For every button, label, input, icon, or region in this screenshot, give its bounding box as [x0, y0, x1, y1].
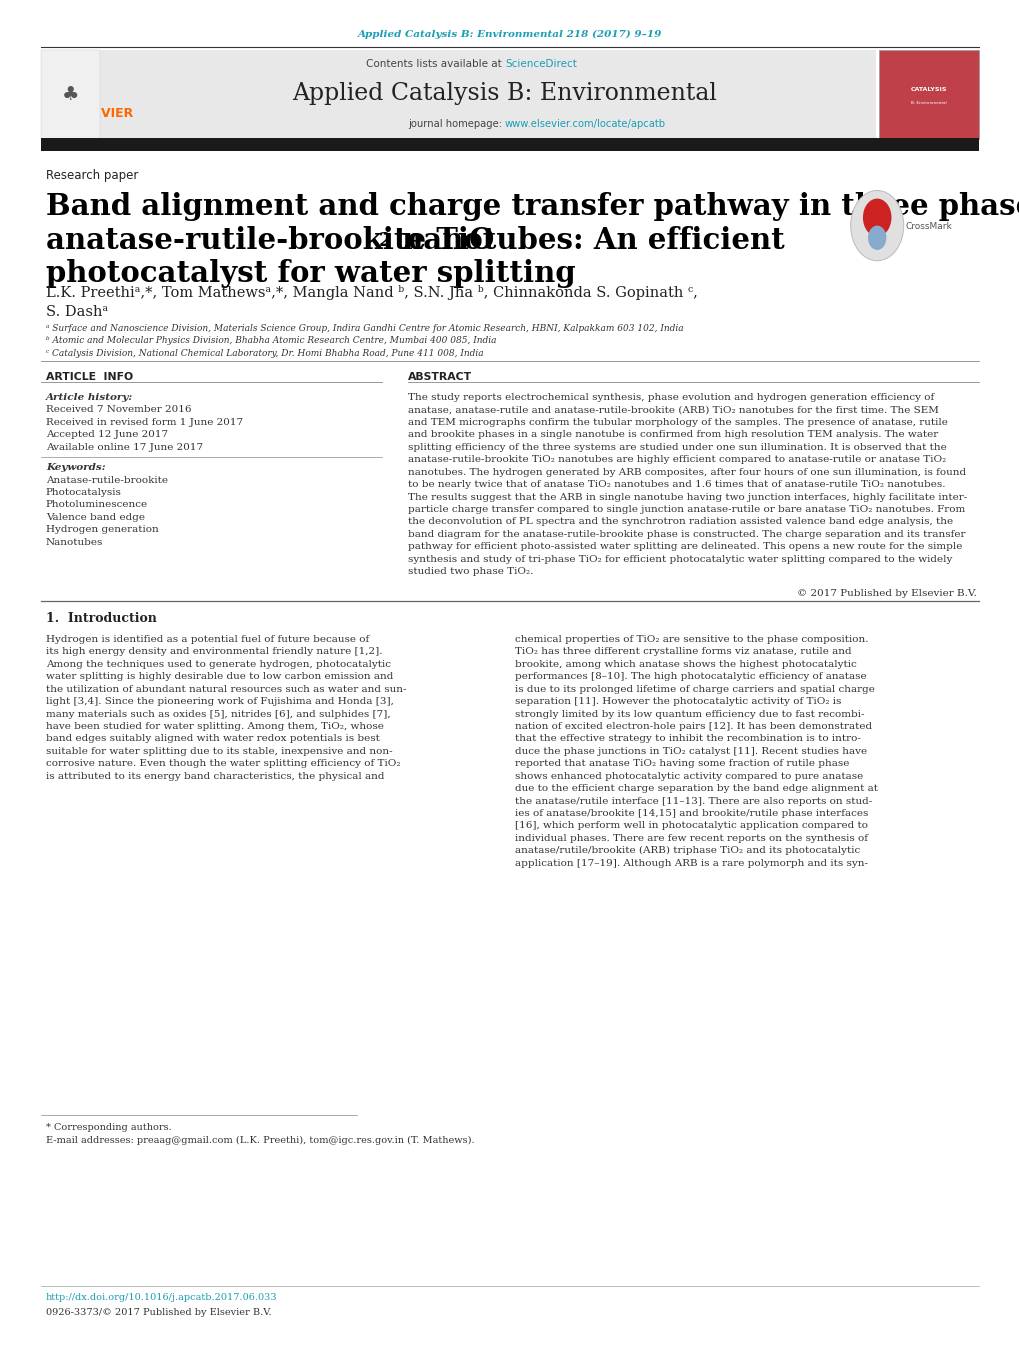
Text: to be nearly twice that of anatase TiO₂ nanotubes and 1.6 times that of anatase-: to be nearly twice that of anatase TiO₂ … [408, 480, 945, 489]
Text: anatase-rutile-brookite TiO₂ nanotubes are highly efficient compared to anatase-: anatase-rutile-brookite TiO₂ nanotubes a… [408, 455, 946, 465]
Text: [16], which perform well in photocatalytic application compared to: [16], which perform well in photocatalyt… [515, 821, 867, 831]
Text: Available online 17 June 2017: Available online 17 June 2017 [46, 443, 203, 451]
Text: ♣: ♣ [61, 85, 79, 104]
Text: Nanotubes: Nanotubes [46, 538, 103, 547]
Text: nanotubes. The hydrogen generated by ARB composites, after four hours of one sun: nanotubes. The hydrogen generated by ARB… [408, 467, 965, 477]
Text: and TEM micrographs confirm the tubular morphology of the samples. The presence : and TEM micrographs confirm the tubular … [408, 417, 947, 427]
Text: © 2017 Published by Elsevier B.V.: © 2017 Published by Elsevier B.V. [797, 589, 976, 598]
Text: TiO₂ has three different crystalline forms viz anatase, rutile and: TiO₂ has three different crystalline for… [515, 647, 851, 657]
Text: the utilization of abundant natural resources such as water and sun-: the utilization of abundant natural reso… [46, 685, 406, 693]
Text: E-mail addresses: preaag@gmail.com (L.K. Preethi), tom@igc.res.gov.in (T. Mathew: E-mail addresses: preaag@gmail.com (L.K.… [46, 1136, 474, 1146]
Text: strongly limited by its low quantum efficiency due to fast recombi-: strongly limited by its low quantum effi… [515, 709, 864, 719]
Text: splitting efficiency of the three systems are studied under one sun illumination: splitting efficiency of the three system… [408, 443, 946, 451]
Text: ᵃ Surface and Nanoscience Division, Materials Science Group, Indira Gandhi Centr: ᵃ Surface and Nanoscience Division, Mate… [46, 324, 683, 334]
Text: S. Dashᵃ: S. Dashᵃ [46, 305, 108, 319]
Text: CrossMark: CrossMark [905, 223, 952, 231]
Text: nation of excited electron-hole pairs [12]. It has been demonstrated: nation of excited electron-hole pairs [1… [515, 721, 871, 731]
Circle shape [850, 190, 903, 261]
Text: Accepted 12 June 2017: Accepted 12 June 2017 [46, 430, 168, 439]
Text: performances [8–10]. The high photocatalytic efficiency of anatase: performances [8–10]. The high photocatal… [515, 673, 866, 681]
FancyBboxPatch shape [63, 50, 875, 139]
Text: synthesis and study of tri-phase TiO₂ for efficient photocatalytic water splitti: synthesis and study of tri-phase TiO₂ fo… [408, 555, 952, 563]
Text: 2: 2 [378, 232, 390, 250]
Text: Among the techniques used to generate hydrogen, photocatalytic: Among the techniques used to generate hy… [46, 659, 390, 669]
Text: ies of anatase/brookite [14,15] and brookite/rutile phase interfaces: ies of anatase/brookite [14,15] and broo… [515, 809, 867, 817]
Text: 1.  Introduction: 1. Introduction [46, 612, 157, 626]
Text: journal homepage:: journal homepage: [408, 119, 504, 128]
FancyBboxPatch shape [41, 138, 978, 151]
Text: Received 7 November 2016: Received 7 November 2016 [46, 405, 192, 415]
Text: Research paper: Research paper [46, 169, 139, 182]
Text: individual phases. There are few recent reports on the synthesis of: individual phases. There are few recent … [515, 834, 867, 843]
Text: anatase, anatase-rutile and anatase-rutile-brookite (ARB) TiO₂ nanotubes for the: anatase, anatase-rutile and anatase-ruti… [408, 405, 937, 415]
Text: Hydrogen is identified as a potential fuel of future because of: Hydrogen is identified as a potential fu… [46, 635, 369, 644]
Text: Valence band edge: Valence band edge [46, 513, 145, 521]
Text: duce the phase junctions in TiO₂ catalyst [11]. Recent studies have: duce the phase junctions in TiO₂ catalys… [515, 747, 866, 755]
Text: The study reports electrochemical synthesis, phase evolution and hydrogen genera: The study reports electrochemical synthe… [408, 393, 933, 403]
Circle shape [862, 199, 891, 236]
Text: anatase/rutile/brookite (ARB) triphase TiO₂ and its photocatalytic: anatase/rutile/brookite (ARB) triphase T… [515, 846, 859, 855]
Text: chemical properties of TiO₂ are sensitive to the phase composition.: chemical properties of TiO₂ are sensitiv… [515, 635, 868, 644]
Text: is due to its prolonged lifetime of charge carriers and spatial charge: is due to its prolonged lifetime of char… [515, 685, 874, 693]
Text: due to the efficient charge separation by the band edge alignment at: due to the efficient charge separation b… [515, 784, 877, 793]
Text: Applied Catalysis B: Environmental: Applied Catalysis B: Environmental [292, 82, 716, 105]
Text: band diagram for the anatase-rutile-brookite phase is constructed. The charge se: band diagram for the anatase-rutile-broo… [408, 530, 965, 539]
Text: Applied Catalysis B: Environmental 218 (2017) 9–19: Applied Catalysis B: Environmental 218 (… [358, 30, 661, 39]
Text: studied two phase TiO₂.: studied two phase TiO₂. [408, 567, 533, 576]
Text: ᵇ Atomic and Molecular Physics Division, Bhabha Atomic Research Centre, Mumbai 4: ᵇ Atomic and Molecular Physics Division,… [46, 336, 496, 346]
Text: Photoluminescence: Photoluminescence [46, 500, 148, 509]
Text: have been studied for water splitting. Among them, TiO₂, whose: have been studied for water splitting. A… [46, 721, 383, 731]
Text: L.K. Preethiᵃ,*, Tom Mathewsᵃ,*, Mangla Nand ᵇ, S.N. Jha ᵇ, Chinnakonda S. Gopin: L.K. Preethiᵃ,*, Tom Mathewsᵃ,*, Mangla … [46, 285, 697, 300]
Text: corrosive nature. Even though the water splitting efficiency of TiO₂: corrosive nature. Even though the water … [46, 759, 400, 769]
Text: water splitting is highly desirable due to low carbon emission and: water splitting is highly desirable due … [46, 673, 393, 681]
Text: reported that anatase TiO₂ having some fraction of rutile phase: reported that anatase TiO₂ having some f… [515, 759, 849, 769]
Text: that the effective strategy to inhibit the recombination is to intro-: that the effective strategy to inhibit t… [515, 735, 860, 743]
Text: CATALYSIS: CATALYSIS [910, 86, 947, 92]
Text: its high energy density and environmental friendly nature [1,2].: its high energy density and environmenta… [46, 647, 382, 657]
Text: Anatase-rutile-brookite: Anatase-rutile-brookite [46, 476, 168, 485]
Circle shape [867, 226, 886, 250]
Text: light [3,4]. Since the pioneering work of Fujishima and Honda [3],: light [3,4]. Since the pioneering work o… [46, 697, 393, 707]
Text: 0926-3373/© 2017 Published by Elsevier B.V.: 0926-3373/© 2017 Published by Elsevier B… [46, 1308, 271, 1317]
Text: photocatalyst for water splitting: photocatalyst for water splitting [46, 259, 575, 288]
Text: Hydrogen generation: Hydrogen generation [46, 526, 159, 534]
FancyBboxPatch shape [878, 50, 978, 139]
Text: shows enhanced photocatalytic activity compared to pure anatase: shows enhanced photocatalytic activity c… [515, 771, 862, 781]
Text: Band alignment and charge transfer pathway in three phase: Band alignment and charge transfer pathw… [46, 192, 1019, 220]
Text: the deconvolution of PL spectra and the synchrotron radiation assisted valence b: the deconvolution of PL spectra and the … [408, 517, 952, 527]
Text: ABSTRACT: ABSTRACT [408, 372, 472, 381]
Text: many materials such as oxides [5], nitrides [6], and sulphides [7],: many materials such as oxides [5], nitri… [46, 709, 390, 719]
Text: ScienceDirect: ScienceDirect [504, 59, 576, 69]
Text: separation [11]. However the photocatalytic activity of TiO₂ is: separation [11]. However the photocataly… [515, 697, 841, 707]
FancyBboxPatch shape [41, 50, 100, 139]
Text: B: Environmental: B: Environmental [911, 101, 946, 104]
Text: pathway for efficient photo-assisted water splitting are delineated. This opens : pathway for efficient photo-assisted wat… [408, 542, 962, 551]
Text: application [17–19]. Although ARB is a rare polymorph and its syn-: application [17–19]. Although ARB is a r… [515, 859, 867, 867]
Text: is attributed to its energy band characteristics, the physical and: is attributed to its energy band charact… [46, 771, 384, 781]
Text: brookite, among which anatase shows the highest photocatalytic: brookite, among which anatase shows the … [515, 659, 856, 669]
Text: anatase-rutile-brookite TiO: anatase-rutile-brookite TiO [46, 226, 494, 254]
Text: Contents lists available at: Contents lists available at [366, 59, 504, 69]
Text: nanotubes: An efficient: nanotubes: An efficient [391, 226, 784, 254]
Text: and brookite phases in a single nanotube is confirmed from high resolution TEM a: and brookite phases in a single nanotube… [408, 431, 937, 439]
Text: http://dx.doi.org/10.1016/j.apcatb.2017.06.033: http://dx.doi.org/10.1016/j.apcatb.2017.… [46, 1293, 277, 1302]
Text: www.elsevier.com/locate/apcatb: www.elsevier.com/locate/apcatb [504, 119, 665, 128]
Text: Keywords:: Keywords: [46, 463, 105, 473]
Text: band edges suitably aligned with water redox potentials is best: band edges suitably aligned with water r… [46, 735, 379, 743]
Text: particle charge transfer compared to single junction anatase-rutile or bare anat: particle charge transfer compared to sin… [408, 505, 964, 513]
Text: Received in revised form 1 June 2017: Received in revised form 1 June 2017 [46, 417, 243, 427]
Text: the anatase/rutile interface [11–13]. There are also reports on stud-: the anatase/rutile interface [11–13]. Th… [515, 797, 871, 805]
Text: The results suggest that the ARB in single nanotube having two junction interfac: The results suggest that the ARB in sing… [408, 493, 966, 501]
Text: ELSEVIER: ELSEVIER [68, 107, 135, 120]
Text: Photocatalysis: Photocatalysis [46, 488, 121, 497]
Text: Article history:: Article history: [46, 393, 133, 403]
Text: * Corresponding authors.: * Corresponding authors. [46, 1123, 171, 1132]
Text: ARTICLE  INFO: ARTICLE INFO [46, 372, 132, 381]
Text: suitable for water splitting due to its stable, inexpensive and non-: suitable for water splitting due to its … [46, 747, 392, 755]
Text: ᶜ Catalysis Division, National Chemical Laboratory, Dr. Homi Bhabha Road, Pune 4: ᶜ Catalysis Division, National Chemical … [46, 349, 483, 358]
